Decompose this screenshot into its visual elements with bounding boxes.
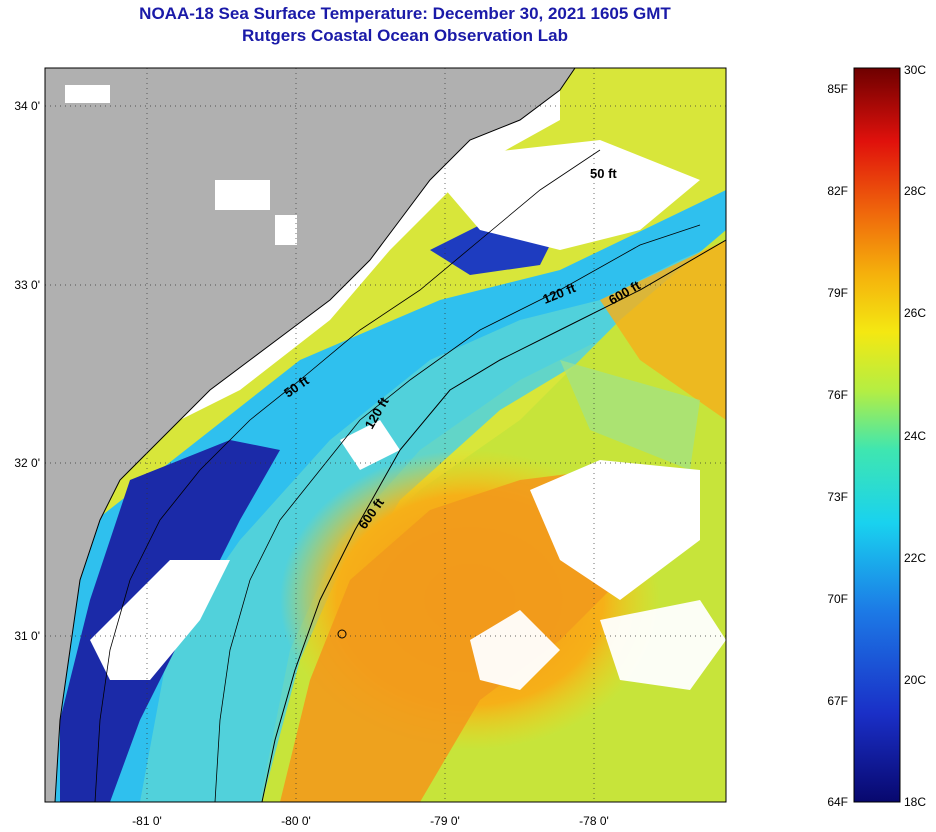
colorbar-f-label: 85F — [827, 82, 848, 96]
graticule — [45, 68, 726, 802]
cloud-small — [340, 420, 400, 470]
longitude-label: -78 0' — [579, 814, 609, 828]
land — [45, 68, 575, 802]
colorbar-c-label: 30C — [904, 63, 926, 77]
colorbar-f-label: 67F — [827, 694, 848, 708]
colorbar — [853, 67, 901, 803]
colorbar-f-label: 73F — [827, 490, 848, 504]
cloud-east — [530, 460, 700, 600]
colorbar-c-label: 24C — [904, 429, 926, 443]
inland-cloud-1 — [65, 85, 110, 103]
shelf-edge-water — [140, 240, 726, 802]
colorbar-f-label: 82F — [827, 184, 848, 198]
latitude-label: 31 0' — [14, 629, 40, 643]
colorbar-c-label: 20C — [904, 673, 926, 687]
isobath-ring — [337, 629, 347, 639]
latitude-label: 34 0' — [14, 99, 40, 113]
inland-cloud-2 — [215, 180, 270, 210]
warm-ne — [600, 240, 726, 420]
isobath-50ft — [94, 149, 601, 802]
isobath-120ft — [214, 224, 701, 802]
map-frame — [44, 67, 727, 803]
cloud-patch — [470, 610, 560, 690]
cloud-southwest — [90, 560, 230, 680]
colorbar-f-label: 64F — [827, 795, 848, 809]
colorbar-c-label: 22C — [904, 551, 926, 565]
colorbar-c-label: 28C — [904, 184, 926, 198]
colorbar-c-label: 18C — [904, 795, 926, 809]
longitude-label: -80 0' — [281, 814, 311, 828]
latitude-label: 32 0' — [14, 456, 40, 470]
inland-cloud-3 — [275, 215, 297, 245]
map-area — [45, 68, 726, 802]
cloud-patch-se — [600, 600, 726, 690]
contour-label: 50 ft — [590, 166, 617, 181]
cool-eddy — [560, 360, 700, 470]
latitude-label: 33 0' — [14, 278, 40, 292]
cloud-north — [420, 140, 700, 250]
longitude-label: -81 0' — [132, 814, 162, 828]
colorbar-c-label: 26C — [904, 306, 926, 320]
colorbar-f-label: 79F — [827, 286, 848, 300]
colorbar-f-label: 70F — [827, 592, 848, 606]
isobath-600ft — [261, 239, 726, 802]
map-title: NOAA-18 Sea Surface Temperature: Decembe… — [139, 4, 671, 23]
colorbar-f-label: 76F — [827, 388, 848, 402]
coastline — [54, 68, 576, 802]
longitude-label: -79 0' — [430, 814, 460, 828]
map-subtitle: Rutgers Coastal Ocean Observation Lab — [242, 26, 568, 45]
